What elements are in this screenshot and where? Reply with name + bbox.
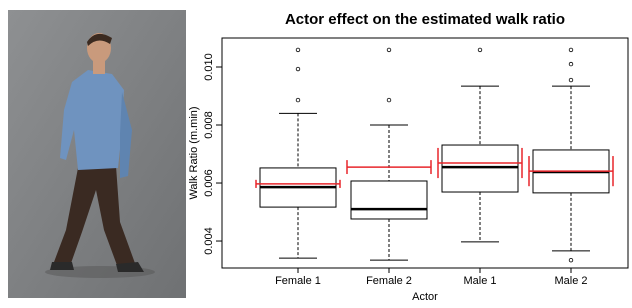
outlier [569,62,573,66]
y-axis-label: Walk Ratio (m.min) [188,106,200,199]
y-tick-label: 0.010 [203,53,215,81]
outlier [296,98,300,102]
outlier [296,67,300,71]
figure: Actor effect on the estimated walk ratio… [0,0,632,308]
outlier [387,98,391,102]
x-tick-label: Male 2 [554,275,587,287]
x-axis-label: Actor [412,291,438,303]
y-tick-label: 0.006 [203,169,215,197]
y-tick-label: 0.008 [203,111,215,139]
outlier [569,78,573,82]
chart-title: Actor effect on the estimated walk ratio [285,11,565,28]
outlier [569,48,573,52]
box [442,145,518,192]
x-tick-label: Female 2 [366,275,412,287]
x-tick-label: Female 1 [275,275,321,287]
outlier [478,48,482,52]
box [351,181,427,219]
outlier [296,48,300,52]
y-tick-label: 0.004 [203,227,215,255]
x-tick-label: Male 1 [463,275,496,287]
plot-frame [222,38,628,268]
photo [8,10,186,298]
outlier [569,258,573,262]
outlier [387,48,391,52]
